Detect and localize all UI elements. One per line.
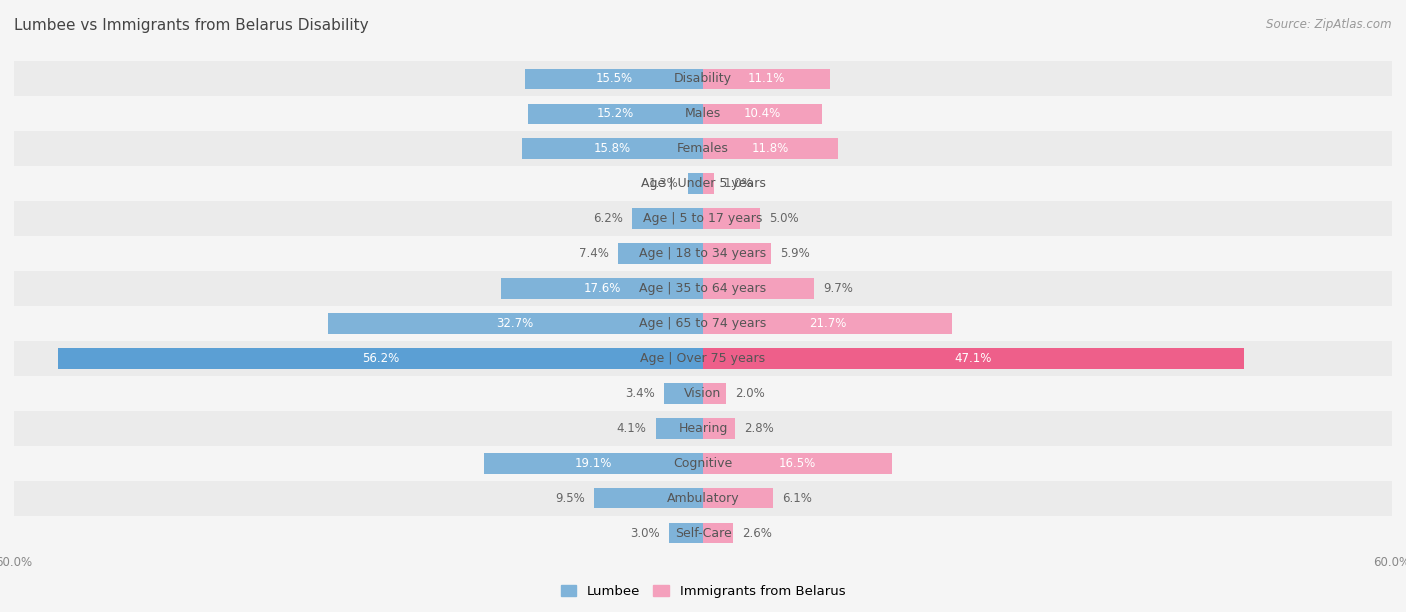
Bar [14, 341, 1392, 376]
Bar [14, 481, 1392, 516]
Text: Ambulatory: Ambulatory [666, 492, 740, 505]
Text: 19.1%: 19.1% [575, 457, 612, 470]
Bar [524, 69, 703, 89]
Text: 5.0%: 5.0% [769, 212, 799, 225]
Text: 11.8%: 11.8% [752, 142, 789, 155]
Bar [703, 383, 725, 403]
Text: 2.8%: 2.8% [744, 422, 775, 435]
Text: 15.5%: 15.5% [596, 72, 633, 85]
Text: Source: ZipAtlas.com: Source: ZipAtlas.com [1267, 18, 1392, 31]
Bar [703, 523, 733, 543]
Text: 2.0%: 2.0% [735, 387, 765, 400]
Bar [14, 271, 1392, 306]
Bar [14, 446, 1392, 481]
Text: 3.4%: 3.4% [626, 387, 655, 400]
Text: Cognitive: Cognitive [673, 457, 733, 470]
Text: Age | 18 to 34 years: Age | 18 to 34 years [640, 247, 766, 260]
Bar [703, 173, 714, 194]
Bar [58, 348, 703, 368]
Text: 7.4%: 7.4% [579, 247, 609, 260]
Bar [703, 103, 823, 124]
Text: 3.0%: 3.0% [630, 527, 659, 540]
Text: 9.5%: 9.5% [555, 492, 585, 505]
Text: Disability: Disability [673, 72, 733, 85]
Text: 17.6%: 17.6% [583, 282, 620, 295]
Bar [14, 236, 1392, 271]
Text: 2.6%: 2.6% [742, 527, 772, 540]
Text: Females: Females [678, 142, 728, 155]
Text: Age | Under 5 years: Age | Under 5 years [641, 177, 765, 190]
Bar [688, 173, 703, 194]
Text: 6.1%: 6.1% [782, 492, 813, 505]
Text: Vision: Vision [685, 387, 721, 400]
Bar [14, 411, 1392, 446]
Text: 16.5%: 16.5% [779, 457, 817, 470]
Bar [14, 96, 1392, 131]
Text: Age | 5 to 17 years: Age | 5 to 17 years [644, 212, 762, 225]
Bar [14, 166, 1392, 201]
Text: Age | Over 75 years: Age | Over 75 years [641, 352, 765, 365]
Bar [703, 313, 952, 334]
Text: 4.1%: 4.1% [617, 422, 647, 435]
Text: 10.4%: 10.4% [744, 107, 782, 120]
Bar [328, 313, 703, 334]
Text: 11.1%: 11.1% [748, 72, 786, 85]
Bar [657, 418, 703, 439]
Text: 1.0%: 1.0% [724, 177, 754, 190]
Text: 21.7%: 21.7% [808, 317, 846, 330]
Text: 1.3%: 1.3% [650, 177, 679, 190]
Bar [703, 244, 770, 264]
Bar [619, 244, 703, 264]
Bar [14, 306, 1392, 341]
Text: 32.7%: 32.7% [496, 317, 534, 330]
Bar [631, 209, 703, 229]
Text: 9.7%: 9.7% [824, 282, 853, 295]
Bar [703, 453, 893, 474]
Text: Self-Care: Self-Care [675, 527, 731, 540]
Bar [14, 131, 1392, 166]
Bar [14, 516, 1392, 551]
Bar [703, 418, 735, 439]
Legend: Lumbee, Immigrants from Belarus: Lumbee, Immigrants from Belarus [555, 580, 851, 603]
Bar [669, 523, 703, 543]
Bar [703, 488, 773, 509]
Bar [14, 201, 1392, 236]
Text: Hearing: Hearing [678, 422, 728, 435]
Text: 5.9%: 5.9% [780, 247, 810, 260]
Text: Lumbee vs Immigrants from Belarus Disability: Lumbee vs Immigrants from Belarus Disabi… [14, 18, 368, 34]
Text: Males: Males [685, 107, 721, 120]
Bar [14, 376, 1392, 411]
Text: 47.1%: 47.1% [955, 352, 993, 365]
Bar [703, 69, 831, 89]
Text: 15.2%: 15.2% [598, 107, 634, 120]
Bar [593, 488, 703, 509]
Bar [484, 453, 703, 474]
Bar [664, 383, 703, 403]
Text: Age | 35 to 64 years: Age | 35 to 64 years [640, 282, 766, 295]
Bar [703, 209, 761, 229]
Text: 15.8%: 15.8% [593, 142, 631, 155]
Bar [703, 348, 1244, 368]
Bar [501, 278, 703, 299]
Bar [522, 138, 703, 159]
Bar [703, 278, 814, 299]
Bar [14, 61, 1392, 96]
Text: 6.2%: 6.2% [593, 212, 623, 225]
Bar [703, 138, 838, 159]
Text: 56.2%: 56.2% [361, 352, 399, 365]
Text: Age | 65 to 74 years: Age | 65 to 74 years [640, 317, 766, 330]
Bar [529, 103, 703, 124]
